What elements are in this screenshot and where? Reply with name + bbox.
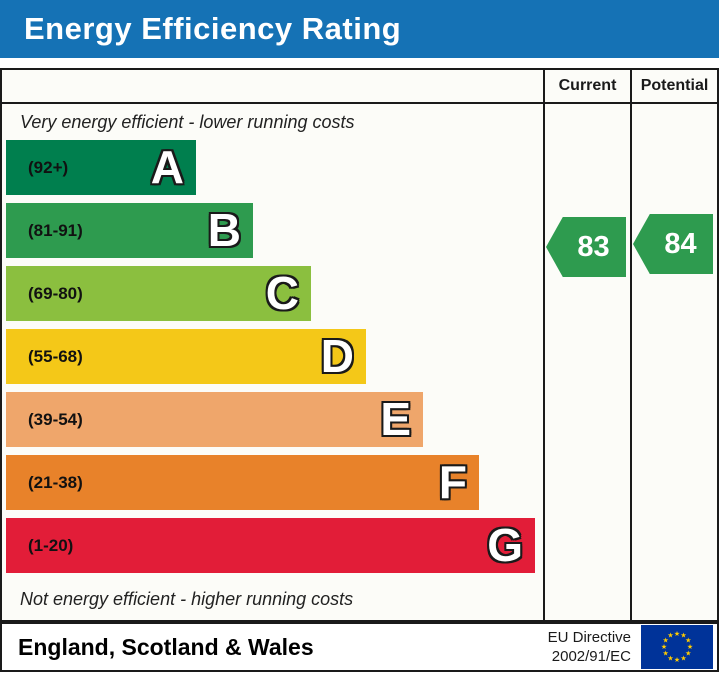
- current-rating-arrow: 83: [546, 217, 626, 277]
- svg-text:★: ★: [667, 654, 673, 662]
- band-area: Very energy efficient - lower running co…: [6, 104, 543, 620]
- potential-column-header: Potential: [640, 77, 709, 94]
- band-range-label: (1-20): [28, 535, 74, 555]
- current-rating-value: 83: [577, 230, 610, 263]
- column-divider-potential: [630, 70, 632, 620]
- rating-chart: Current Potential Very energy efficient …: [0, 68, 719, 622]
- band-letter: E: [380, 393, 411, 445]
- band-range-label: (81-91): [28, 220, 83, 240]
- band-letter: B: [207, 204, 241, 256]
- svg-text:★: ★: [674, 656, 680, 664]
- band-row-d: (55-68) D: [6, 329, 366, 384]
- band-letter: A: [150, 141, 184, 193]
- svg-text:★: ★: [667, 632, 673, 640]
- column-divider-current: [543, 70, 545, 620]
- eu-directive-line2: 2002/91/EC: [551, 648, 631, 665]
- eu-flag-field: [641, 625, 713, 669]
- band-letter: F: [438, 456, 467, 508]
- svg-text:★: ★: [661, 643, 667, 651]
- potential-rating-value: 84: [664, 227, 697, 260]
- eu-flag-icon: ★ ★ ★ ★ ★ ★ ★ ★ ★ ★ ★ ★: [641, 625, 713, 669]
- band-row-f: (21-38) F: [6, 455, 479, 510]
- band-row-c: (69-80) C: [6, 266, 311, 321]
- band-range-label: (21-38): [28, 472, 83, 492]
- svg-text:★: ★: [663, 650, 669, 658]
- svg-text:★: ★: [680, 654, 686, 662]
- eu-directive-label: EU Directive 2002/91/EC: [548, 628, 631, 666]
- band-letter: G: [487, 519, 523, 571]
- band-letter: D: [320, 330, 354, 382]
- header-divider: [2, 102, 717, 104]
- efficiency-note-bottom: Not energy efficient - higher running co…: [20, 588, 354, 609]
- potential-rating-arrow: 84: [633, 214, 713, 274]
- eu-directive-line1: EU Directive: [547, 629, 631, 646]
- efficiency-note-top: Very energy efficient - lower running co…: [20, 111, 355, 132]
- band-range-label: (69-80): [28, 283, 83, 303]
- band-row-a: (92+) A: [6, 140, 196, 195]
- band-range-label: (39-54): [28, 409, 83, 429]
- svg-text:★: ★: [685, 637, 691, 645]
- eu-flag-stars: ★ ★ ★ ★ ★ ★ ★ ★ ★ ★ ★ ★: [661, 630, 693, 664]
- footer: England, Scotland & Wales EU Directive 2…: [0, 622, 719, 672]
- band-row-g: (1-20) G: [6, 518, 535, 573]
- page-title: Energy Efficiency Rating: [24, 11, 402, 46]
- band-range-label: (55-68): [28, 346, 83, 366]
- band-row-b: (81-91) B: [6, 203, 253, 258]
- current-column-header: Current: [558, 77, 617, 94]
- band-row-e: (39-54) E: [6, 392, 423, 447]
- svg-text:★: ★: [674, 630, 680, 638]
- svg-text:★: ★: [680, 632, 686, 640]
- region-label: England, Scotland & Wales: [18, 633, 314, 660]
- svg-text:★: ★: [663, 637, 669, 645]
- title-bar: Energy Efficiency Rating: [0, 0, 719, 58]
- band-letter: C: [265, 267, 299, 319]
- band-range-label: (92+): [28, 157, 69, 177]
- svg-text:★: ★: [685, 650, 691, 658]
- svg-text:★: ★: [687, 643, 693, 651]
